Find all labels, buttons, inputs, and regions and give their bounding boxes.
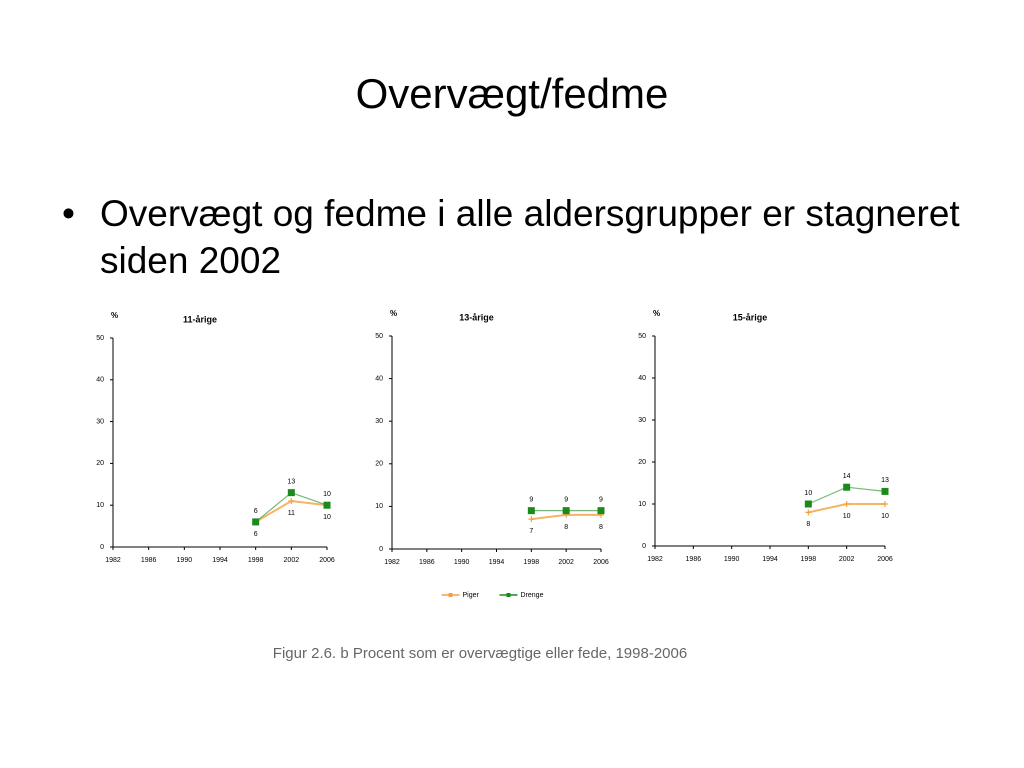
data-label: 10 [323, 514, 331, 521]
x-tick-label: 1998 [524, 559, 540, 566]
marker [804, 500, 812, 508]
legend-label: Piger [463, 592, 480, 599]
x-tick-label: 1990 [454, 559, 470, 566]
x-tick-label: 1994 [762, 556, 778, 563]
x-tick-label: 1982 [647, 556, 663, 563]
marker [323, 501, 331, 509]
x-tick-label: 1998 [248, 557, 264, 564]
x-tick-label: 1982 [384, 559, 400, 566]
y-tick-label: 20 [96, 460, 104, 467]
y-tick-label: 50 [638, 333, 646, 340]
marker [562, 507, 570, 515]
x-tick-label: 1982 [105, 557, 121, 564]
marker [287, 489, 295, 497]
data-label: 8 [564, 524, 568, 531]
chart-title: 11-årige [183, 314, 217, 324]
y-tick-label: 40 [638, 375, 646, 382]
bullet-text: Overvægt og fedme i alle aldersgrupper e… [100, 193, 960, 281]
caption: Figur 2.6. b Procent som er overvægtige … [272, 645, 688, 662]
data-label: 9 [564, 497, 568, 504]
data-label: 6 [254, 531, 258, 538]
data-label: 6 [254, 508, 258, 515]
legend-marker [506, 593, 511, 597]
bullet: • Overvægt og fedme i alle aldersgrupper… [62, 190, 972, 288]
marker [881, 487, 889, 495]
series-line [255, 491, 328, 523]
marker [528, 516, 535, 523]
data-label: 10 [881, 513, 889, 520]
y-tick-label: 20 [638, 459, 646, 466]
legend-marker [448, 593, 453, 597]
chart-title: 15-årige [733, 312, 768, 322]
y-tick-label: 30 [375, 418, 383, 425]
marker [882, 501, 888, 507]
y-tick-label: 0 [379, 546, 383, 553]
x-tick-label: 1990 [177, 557, 193, 564]
data-label: 13 [287, 479, 295, 486]
data-label: 8 [806, 521, 810, 528]
y-tick-label: 50 [96, 335, 104, 342]
y-tick-label: 50 [375, 333, 383, 340]
x-tick-label: 1998 [801, 556, 817, 563]
x-tick-label: 2002 [284, 557, 300, 564]
x-tick-label: 2002 [558, 559, 574, 566]
data-label: 10 [804, 490, 812, 497]
y-tick-label: 10 [375, 503, 383, 510]
marker [805, 509, 812, 516]
y-tick-label: 40 [96, 377, 104, 384]
y-tick-label: 30 [96, 418, 104, 425]
marker [527, 507, 535, 515]
chart-title: 13-årige [459, 312, 494, 322]
x-tick-label: 1994 [212, 557, 228, 564]
marker [843, 501, 850, 507]
x-tick-label: 1986 [686, 556, 702, 563]
data-label: 11 [288, 510, 295, 517]
x-tick-label: 1986 [141, 557, 157, 564]
y-axis-label: % [653, 309, 660, 318]
x-tick-label: 2006 [319, 557, 335, 564]
x-tick-label: 2006 [877, 556, 893, 563]
x-tick-label: 2002 [839, 556, 855, 563]
y-tick-label: 30 [638, 417, 646, 424]
data-label: 9 [529, 497, 533, 504]
data-label: 10 [843, 513, 851, 520]
y-tick-label: 0 [642, 543, 646, 550]
data-label: 7 [529, 528, 533, 535]
legend-label: Drenge [521, 592, 544, 599]
slide-title: Overvægt/fedme [355, 70, 669, 117]
data-label: 14 [843, 473, 851, 480]
y-tick-label: 10 [638, 501, 646, 508]
marker [252, 518, 260, 526]
marker [288, 498, 295, 505]
y-axis-label: % [390, 309, 397, 318]
y-tick-label: 20 [375, 461, 383, 468]
data-label: 13 [881, 477, 889, 484]
marker [597, 507, 605, 515]
marker [843, 483, 851, 491]
data-label: 9 [599, 497, 603, 504]
y-tick-label: 10 [96, 502, 104, 509]
y-tick-label: 0 [100, 544, 104, 551]
x-tick-label: 1994 [489, 559, 505, 566]
x-tick-label: 1986 [419, 559, 435, 566]
data-label: 10 [323, 491, 331, 498]
y-tick-label: 40 [375, 375, 383, 382]
data-label: 8 [599, 524, 603, 531]
x-tick-label: 2006 [593, 559, 609, 566]
y-axis-label: % [111, 311, 118, 320]
x-tick-label: 1990 [724, 556, 740, 563]
